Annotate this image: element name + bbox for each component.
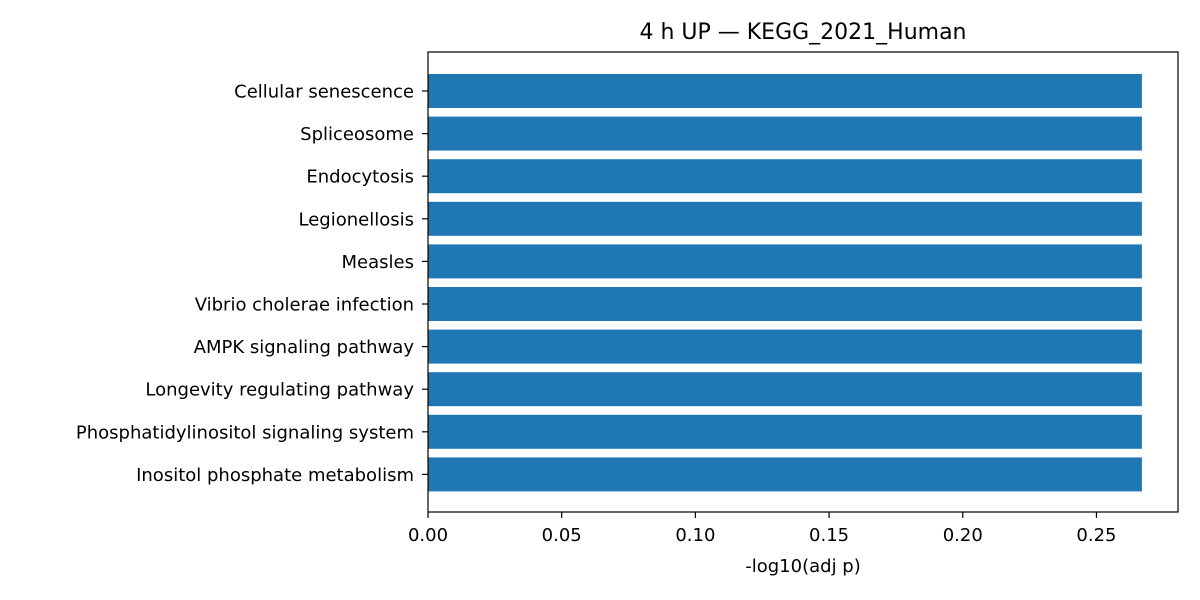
x-tick-label: 0.15: [809, 525, 849, 546]
bar-3: [428, 201, 1142, 236]
y-tick-label: Legionellosis: [299, 209, 414, 230]
bar-1: [428, 116, 1142, 151]
x-tick-label: 0.20: [943, 525, 983, 546]
y-tick-label: Phosphatidylinositol signaling system: [76, 422, 414, 443]
x-tick-label: 0.05: [542, 525, 582, 546]
x-axis-label: -log10(adj p): [745, 556, 861, 577]
x-tick-label: 0.10: [675, 525, 715, 546]
bars-group: [428, 74, 1142, 492]
bar-0: [428, 74, 1142, 108]
bar-5: [428, 287, 1142, 321]
y-tick-label: Vibrio cholerae infection: [195, 295, 414, 316]
y-tick-label: Endocytosis: [306, 167, 414, 188]
bar-4: [428, 244, 1142, 279]
x-tick-label: 0.25: [1076, 525, 1116, 546]
bar-7: [428, 372, 1142, 407]
x-axis-ticks: 0.00 0.05 0.10 0.15 0.20 0.25: [408, 512, 1116, 546]
bar-6: [428, 329, 1142, 364]
y-tick-label: Inositol phosphate metabolism: [136, 465, 414, 486]
x-tick-label: 0.00: [408, 525, 448, 546]
plot-frame: [427, 51, 1179, 513]
y-tick-label: Spliceosome: [300, 124, 414, 145]
bar-2: [428, 159, 1142, 194]
bar-8: [428, 414, 1142, 449]
y-tick-label: AMPK signaling pathway: [194, 337, 415, 358]
chart-title: 4 h UP — KEGG_2021_Human: [639, 20, 966, 45]
y-tick-label: Measles: [342, 252, 414, 273]
y-tick-label: Cellular senescence: [234, 82, 414, 103]
y-axis-ticks: Cellular senescence Spliceosome Endocytosi…: [76, 82, 428, 486]
y-tick-label: Longevity regulating pathway: [145, 380, 414, 401]
bar-9: [428, 457, 1142, 492]
